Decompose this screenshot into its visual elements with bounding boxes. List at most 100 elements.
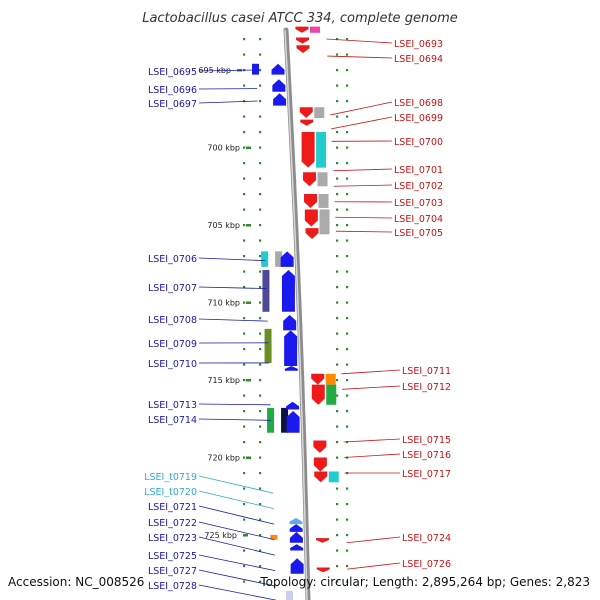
reverse-gene-arrow[interactable] [311,373,325,385]
reverse-gene-arrow[interactable] [296,45,310,53]
forward-gene-arrow[interactable] [286,411,300,433]
backbone-line [283,27,311,600]
gene-label-forward[interactable]: LSEI_0710 [148,359,197,370]
gene-label-forward[interactable]: LSEI_0725 [148,551,197,562]
tick-dot-columns [243,38,349,583]
gene-label-forward[interactable]: LSEI_0706 [148,254,197,265]
grid-dot [259,53,262,56]
forward-gene-arrow[interactable] [290,558,304,574]
gene-label-forward[interactable]: LSEI_0728 [148,581,197,592]
reverse-gene-arrow[interactable] [311,384,325,405]
forward-gene-arrow[interactable] [281,269,295,312]
forward-gene-arrow[interactable] [284,330,298,367]
reverse-gene-arrow[interactable] [295,26,309,33]
forward-gene-arrow[interactable] [273,93,287,106]
gene-label-forward[interactable]: LSEI_0713 [148,400,197,411]
gene-label-reverse[interactable]: LSEI_0694 [394,54,443,65]
grid-dot [243,131,246,134]
gene-label-reverse[interactable]: LSEI_0726 [402,559,451,570]
reverse-gene-arrow[interactable] [316,567,330,573]
genome-backbone [283,27,311,600]
gene-label-reverse[interactable]: LSEI_0712 [402,382,451,393]
map-title: Lactobacillus casei ATCC 334, complete g… [142,11,458,26]
reverse-gene-arrow[interactable] [305,228,319,239]
grid-dot [346,224,349,227]
reverse-gene-domain[interactable] [328,471,339,483]
forward-gene-arrow[interactable] [290,544,304,551]
gene-label-reverse[interactable]: LSEI_0693 [394,39,443,50]
reverse-gene-arrow[interactable] [304,209,318,227]
gene-label-reverse[interactable]: LSEI_0703 [394,198,443,209]
gene-label-forward[interactable]: LSEI_0714 [148,415,197,426]
gene-label-reverse[interactable]: LSEI_0700 [394,137,443,148]
grid-dot [243,580,246,583]
gene-label-reverse[interactable]: LSEI_0711 [402,366,451,377]
grid-dot [336,115,339,118]
gene-label-reverse[interactable]: LSEI_0715 [402,435,451,446]
forward-gene-arrow[interactable] [271,63,285,75]
grid-dot [243,487,246,490]
gene-label-reverse[interactable]: LSEI_0701 [394,165,443,176]
forward-gene-domain[interactable] [261,251,269,267]
gene-label-forward[interactable]: LSEI_0697 [148,99,197,110]
forward-gene-arrow[interactable] [280,251,294,267]
grid-dot [336,348,339,351]
reverse-gene-arrow[interactable] [313,457,327,472]
gene-label-forward[interactable]: LSEI_0709 [148,339,197,350]
gene-label-forward[interactable]: LSEI_0708 [148,315,197,326]
reverse-gene-arrow[interactable] [314,471,328,483]
tick-label: 710 kbp [207,299,240,308]
reverse-gene-arrow[interactable] [296,37,310,44]
grid-dot [259,518,262,521]
forward-gene-arrow[interactable] [272,79,286,92]
reverse-gene-arrow[interactable] [304,194,318,208]
gene-label-forward[interactable]: LSEI_0695 [148,67,197,78]
gene-label-forward[interactable]: LSEI_0707 [148,283,197,294]
gene-label-forward[interactable]: LSEI_t0719 [144,472,197,483]
gene-label-reverse[interactable]: LSEI_0702 [394,181,443,192]
reverse-gene-domain[interactable] [318,194,329,208]
gene-label-forward[interactable]: LSEI_0722 [148,518,197,529]
forward-gene-domain[interactable] [285,590,293,600]
forward-gene-arrow[interactable] [289,531,303,543]
reverse-gene-arrow[interactable] [313,440,327,453]
forward-gene-arrow[interactable] [286,401,300,410]
gene-label-forward[interactable]: LSEI_0723 [148,533,197,544]
gene-label-forward[interactable]: LSEI_t0720 [144,487,197,498]
reverse-gene-arrow[interactable] [301,132,315,168]
gene-labels[interactable]: LSEI_0695 LSEI_0696 LSEI_0697 LSEI_0706 LSEI… [144,38,451,600]
gene-label-reverse[interactable]: LSEI_0699 [394,113,443,124]
forward-gene-arrow[interactable] [289,524,303,532]
forward-gene-arrow[interactable] [289,517,303,525]
reverse-gene-domain[interactable] [326,384,337,405]
forward-gene-arrow[interactable] [284,366,298,371]
reverse-gene-arrow[interactable] [315,538,329,543]
forward-gene-domain[interactable] [262,269,270,312]
gene-label-reverse[interactable]: LSEI_0705 [394,228,443,239]
reverse-gene-arrow[interactable] [300,119,314,126]
forward-gene-domain[interactable] [270,535,278,540]
reverse-gene-arrow[interactable] [303,172,317,187]
reverse-gene-arrow[interactable] [299,107,313,119]
gene-label-reverse[interactable]: LSEI_0724 [402,533,451,544]
gene-label-reverse[interactable]: LSEI_0704 [394,214,443,225]
reverse-gene-domain[interactable] [309,26,320,33]
gene-label-forward[interactable]: LSEI_0727 [148,566,197,577]
forward-gene-domain[interactable] [264,328,272,363]
grid-dot [336,100,339,103]
forward-gene-domain[interactable] [281,407,289,433]
reverse-gene-domain[interactable] [325,373,336,385]
gene-label-forward[interactable]: LSEI_0721 [148,502,197,513]
gene-label-reverse[interactable]: LSEI_0698 [394,98,443,109]
reverse-gene-domain[interactable] [317,172,328,187]
gene-label-forward[interactable]: LSEI_0696 [148,85,197,96]
gene-label-reverse[interactable]: LSEI_0716 [402,450,451,461]
reverse-gene-domain[interactable] [319,209,330,235]
gene-label-reverse[interactable]: LSEI_0717 [402,469,451,480]
forward-gene-arrow[interactable] [283,314,297,331]
reverse-gene-domain[interactable] [314,107,325,119]
grid-dot [346,394,349,397]
forward-gene-domain[interactable] [275,251,283,267]
reverse-gene-domain[interactable] [316,132,327,168]
forward-gene-domain[interactable] [252,63,260,75]
